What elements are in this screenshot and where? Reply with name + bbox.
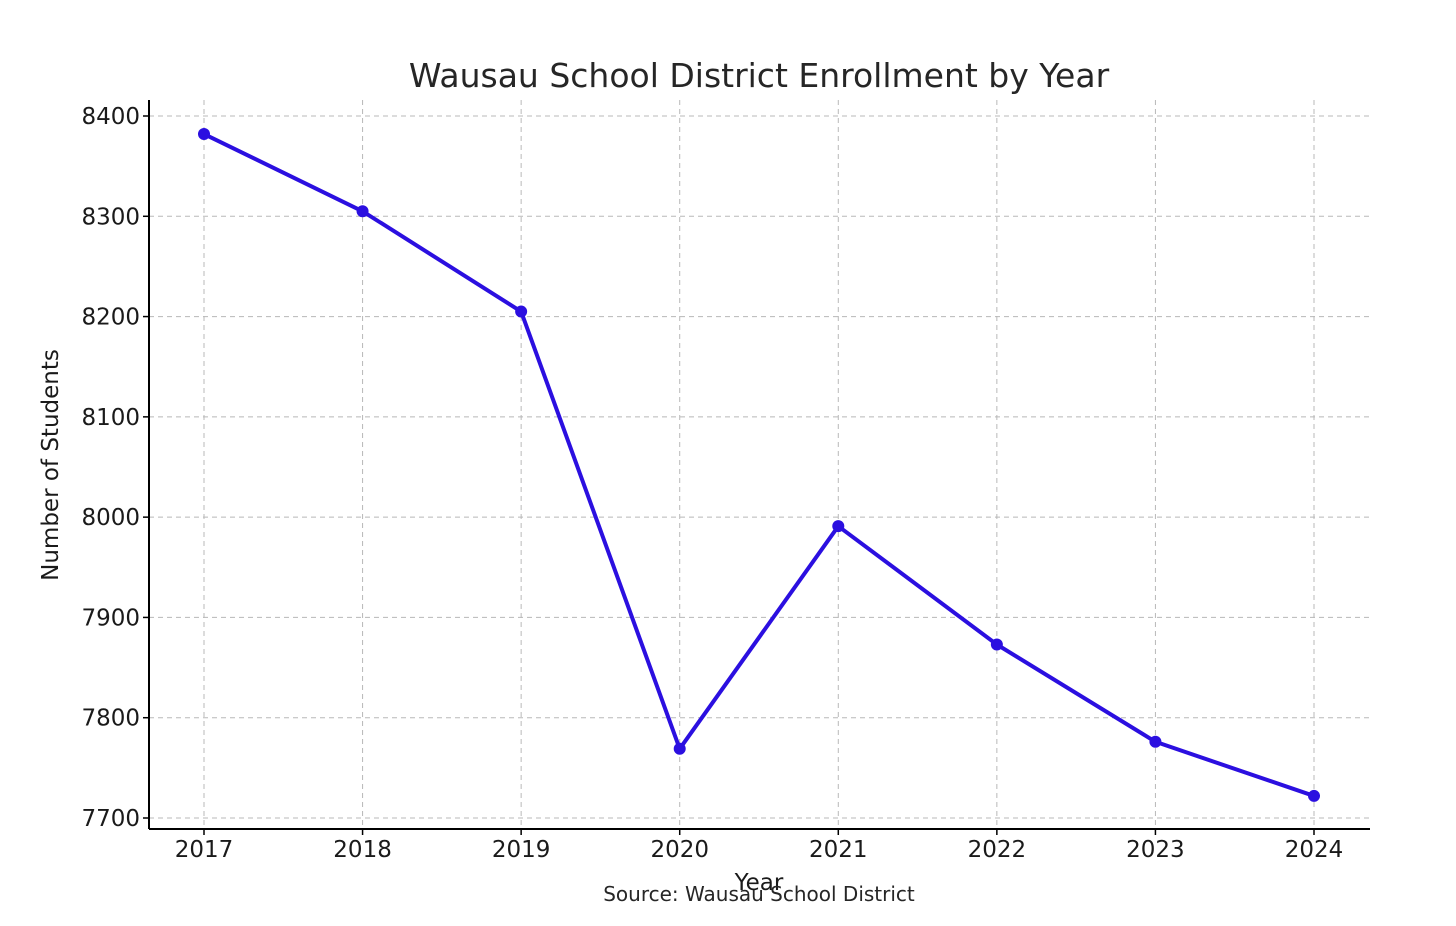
x-tick-label: 2017 (175, 837, 234, 863)
x-ticks: 2017 2018 2019 2020 2021 2022 2023 2024 (175, 829, 1344, 863)
x-tick-label: 2020 (650, 837, 709, 863)
x-tick-label: 2018 (333, 837, 392, 863)
y-tick-label: 8400 (81, 104, 140, 130)
gridlines (149, 100, 1370, 829)
data-point-2017 (198, 128, 210, 141)
axes (148, 100, 1370, 830)
y-tick-label: 8100 (81, 405, 140, 431)
x-tick-label: 2019 (492, 837, 551, 863)
y-ticks: 7700 7800 7900 8000 8100 8200 8300 8400 (81, 104, 149, 832)
series-line (203, 132, 1315, 798)
data-point-2023 (1149, 735, 1162, 748)
x-tick-label: 2023 (1126, 837, 1185, 863)
y-tick-label: 7900 (81, 605, 140, 631)
data-point-2018 (356, 205, 369, 218)
chart-title: Wausau School District Enrollment by Yea… (409, 56, 1110, 95)
data-point-2020 (673, 742, 686, 755)
x-tick-label: 2021 (809, 837, 868, 863)
x-tick-label: 2024 (1285, 837, 1344, 863)
data-point-2024 (1308, 789, 1320, 802)
data-point-2022 (990, 638, 1003, 651)
x-tick-label: 2022 (968, 837, 1027, 863)
y-tick-label: 8300 (81, 204, 140, 230)
data-point-2019 (515, 305, 528, 318)
y-tick-label: 7800 (81, 706, 140, 732)
y-tick-label: 8200 (81, 305, 140, 331)
source-note: Source: Wausau School District (603, 882, 915, 906)
y-tick-label: 7700 (81, 806, 140, 832)
y-tick-label: 8000 (81, 505, 140, 531)
y-axis-label: Number of Students (38, 349, 64, 581)
series-enrollment (198, 128, 1320, 802)
data-point-2021 (832, 520, 845, 533)
x-axis-label: Year (734, 870, 784, 896)
